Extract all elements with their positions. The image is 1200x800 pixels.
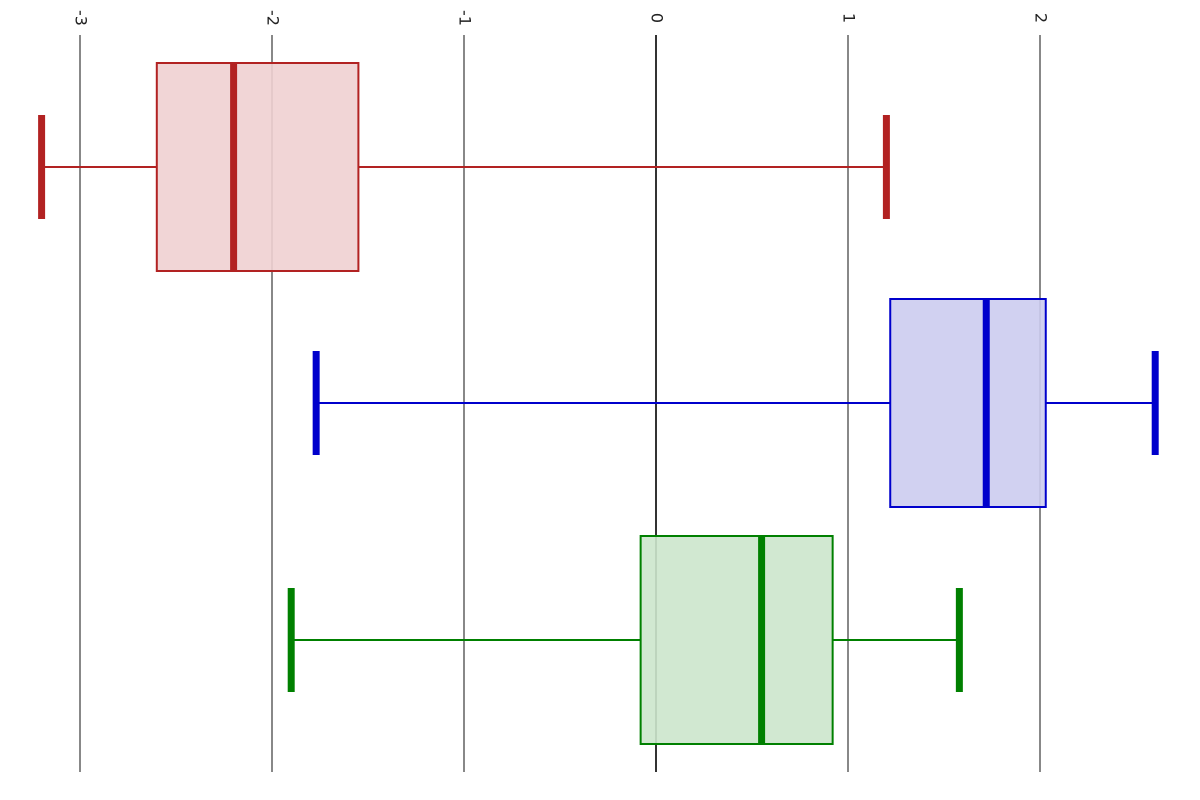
x-tick-label: 1: [840, 13, 859, 23]
x-tick-label: 2: [1032, 13, 1051, 23]
box-series: [312, 298, 1159, 508]
x-tick-label: -3: [72, 10, 91, 26]
box-series: [38, 62, 890, 272]
iqr-box: [639, 535, 834, 745]
box-layer: [38, 62, 1159, 745]
x-tick-label: -2: [264, 10, 283, 26]
iqr-box: [889, 298, 1047, 508]
box-series: [287, 535, 963, 745]
iqr-box: [155, 62, 360, 272]
x-tick-label: -1: [456, 10, 475, 26]
x-tick-label: 0: [648, 13, 667, 23]
tick-label-layer: -3 -2 -1 0 1 2: [72, 10, 1051, 26]
